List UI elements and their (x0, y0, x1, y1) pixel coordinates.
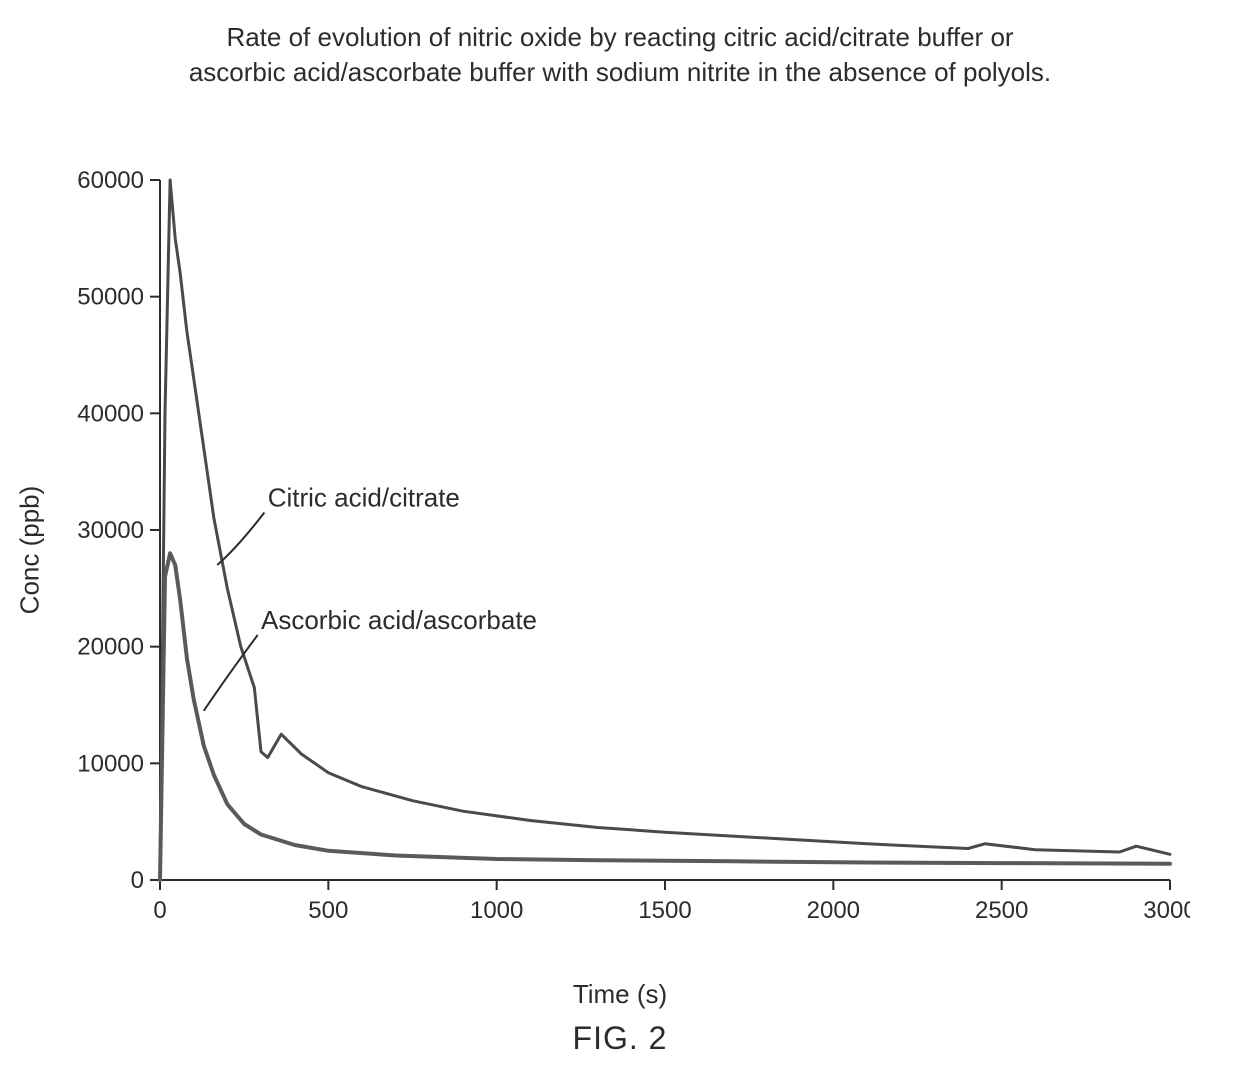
svg-text:500: 500 (308, 897, 348, 924)
svg-text:0: 0 (131, 867, 144, 894)
svg-text:40000: 40000 (77, 400, 144, 427)
chart-container: Conc (ppb) 01000020000300004000050000600… (50, 160, 1190, 940)
chart-title: Rate of evolution of nitric oxide by rea… (0, 0, 1240, 90)
figure-number-label: FIG. 2 (573, 1020, 668, 1057)
x-axis-label: Time (s) (573, 979, 667, 1010)
svg-text:2000: 2000 (807, 897, 860, 924)
svg-text:10000: 10000 (77, 750, 144, 777)
svg-text:30000: 30000 (77, 517, 144, 544)
svg-text:1500: 1500 (638, 897, 691, 924)
svg-text:60000: 60000 (77, 167, 144, 194)
series-line (160, 180, 1170, 880)
svg-text:0: 0 (153, 897, 166, 924)
svg-text:3000: 3000 (1143, 897, 1190, 924)
figure-page: Rate of evolution of nitric oxide by rea… (0, 0, 1240, 1077)
svg-text:1000: 1000 (470, 897, 523, 924)
line-chart: 0 10000 20000 30000 40000 50000 60000 0 500 1000 1… (50, 160, 1190, 940)
annotation-label: Citric acid/citrate (268, 483, 460, 513)
y-axis-label: Conc (ppb) (15, 486, 46, 615)
annotation-leader (217, 513, 264, 566)
svg-text:2500: 2500 (975, 897, 1028, 924)
chart-title-line2: ascorbic acid/ascorbate buffer with sodi… (80, 55, 1160, 90)
chart-title-line1: Rate of evolution of nitric oxide by rea… (80, 20, 1160, 55)
annotation-label: Ascorbic acid/ascorbate (261, 605, 537, 635)
svg-text:50000: 50000 (77, 284, 144, 311)
svg-text:20000: 20000 (77, 634, 144, 661)
